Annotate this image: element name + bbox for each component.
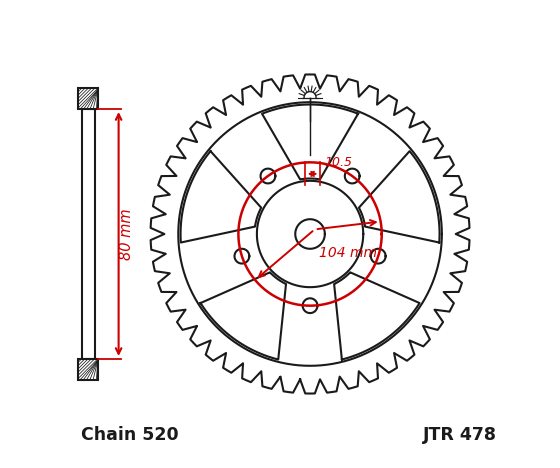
Bar — [78, 88, 98, 109]
Text: JTR 478: JTR 478 — [423, 426, 497, 445]
Bar — [78, 359, 98, 380]
Bar — [82, 109, 95, 359]
Text: 80 mm: 80 mm — [119, 208, 134, 260]
Text: 10.5: 10.5 — [325, 156, 353, 169]
Text: 104 mm: 104 mm — [319, 246, 377, 260]
Text: Chain 520: Chain 520 — [81, 426, 179, 445]
